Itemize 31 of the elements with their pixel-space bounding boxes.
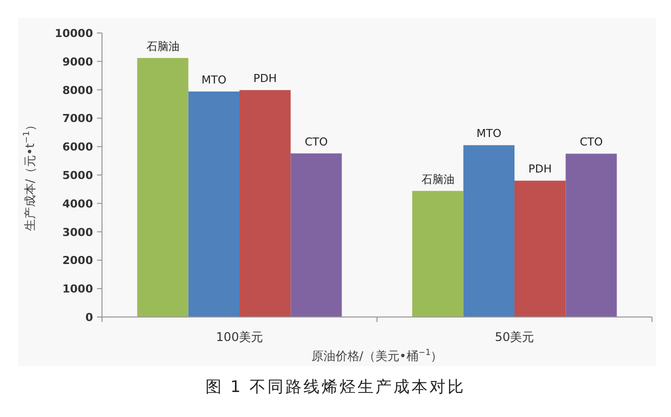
bar	[566, 154, 617, 317]
bar	[290, 153, 342, 317]
bar	[137, 58, 188, 317]
bar	[240, 90, 291, 317]
x-tick-label: 100美元	[216, 330, 263, 344]
text: 图 1 不同路线烯烃生产成本对比	[205, 377, 466, 396]
y-tick-label: 3000	[62, 226, 94, 239]
y-tick-label: 1000	[62, 282, 94, 296]
x-axis-title: 原油价格/（美元•桶$^{−1}$）	[311, 347, 443, 363]
bar	[188, 92, 240, 317]
bar	[412, 190, 464, 317]
series-label: PDH	[253, 72, 277, 86]
text: 石脑油	[421, 172, 454, 186]
y-tick-label: 0	[85, 311, 94, 324]
y-tick-label: 6000	[62, 140, 94, 154]
text: CTO	[580, 136, 603, 149]
bar	[463, 145, 514, 317]
bar	[514, 180, 566, 317]
series-label: 石脑油	[146, 40, 180, 53]
y-tick-label: 5000	[62, 169, 94, 182]
series-label: MTO	[201, 74, 227, 87]
y-tick-label: 2000	[62, 254, 94, 268]
y-tick-label: 7000	[62, 112, 94, 126]
y-tick-label: 4000	[62, 197, 94, 210]
series-label: CTO	[304, 135, 328, 148]
y-tick-label: 8000	[62, 84, 94, 97]
y-tick-label: 10000	[54, 27, 94, 40]
y-tick-label: 9000	[62, 55, 94, 68]
text: PDH	[528, 162, 552, 176]
x-tick-label: 50美元	[494, 330, 534, 344]
text: MTO	[476, 127, 502, 140]
